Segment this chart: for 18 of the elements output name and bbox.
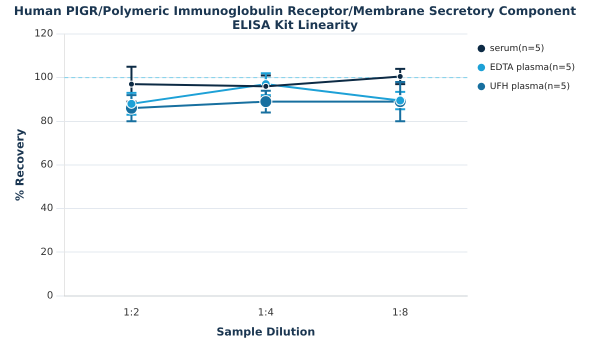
point <box>259 95 272 108</box>
y-axis-title: % Recovery <box>13 128 26 201</box>
y-tick-label: 60 <box>40 159 54 170</box>
y-tick-label: 20 <box>40 246 54 258</box>
x-tick-label: 1:2 <box>123 307 140 318</box>
point <box>126 98 136 109</box>
y-tick-label: 0 <box>46 290 54 302</box>
y-tick-label: 100 <box>34 72 54 84</box>
legend-label: UFH plasma(n=5) <box>490 82 570 92</box>
point <box>262 82 270 90</box>
point <box>395 96 406 106</box>
legend-label: serum(n=5) <box>490 44 544 54</box>
y-tick-label: 40 <box>40 203 54 214</box>
x-tick-label: 1:8 <box>392 307 408 318</box>
y-tick-label: 80 <box>40 116 54 127</box>
x-axis-title: Sample Dilution <box>216 325 316 338</box>
x-tick-label: 1:4 <box>258 307 274 318</box>
legend-label: EDTA plasma(n=5) <box>490 62 576 73</box>
